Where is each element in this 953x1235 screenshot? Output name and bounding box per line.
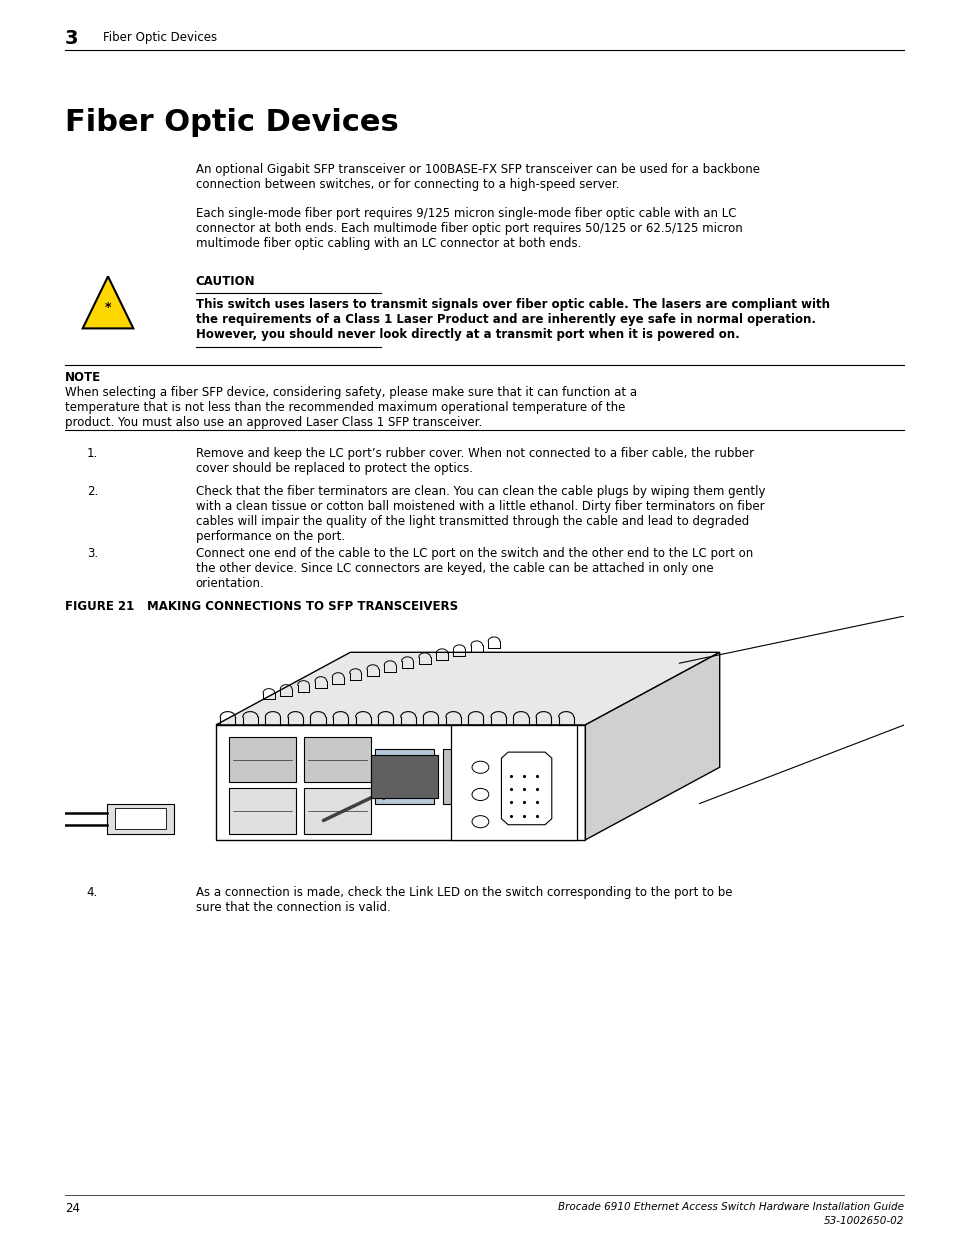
Polygon shape bbox=[501, 752, 551, 825]
Polygon shape bbox=[215, 725, 585, 840]
Bar bbox=[229, 737, 295, 783]
Polygon shape bbox=[585, 652, 719, 840]
Circle shape bbox=[472, 788, 488, 800]
Text: FIGURE 21: FIGURE 21 bbox=[65, 600, 134, 613]
Text: This switch uses lasers to transmit signals over fiber optic cable. The lasers a: This switch uses lasers to transmit sign… bbox=[195, 298, 829, 341]
Bar bbox=[107, 804, 173, 834]
Text: 3: 3 bbox=[65, 28, 78, 47]
Text: Brocade 6910 Ethernet Access Switch Hardware Installation Guide: Brocade 6910 Ethernet Access Switch Hard… bbox=[558, 1202, 903, 1212]
Polygon shape bbox=[215, 652, 719, 725]
Text: 3.: 3. bbox=[87, 547, 98, 559]
Bar bbox=[375, 750, 434, 804]
Text: 4.: 4. bbox=[87, 885, 98, 899]
Text: Each single-mode fiber port requires 9/125 micron single-mode fiber optic cable : Each single-mode fiber port requires 9/1… bbox=[195, 207, 741, 249]
Text: 53-1002650-02: 53-1002650-02 bbox=[823, 1216, 903, 1226]
Bar bbox=[304, 788, 371, 834]
Text: Remove and keep the LC port’s rubber cover. When not connected to a fiber cable,: Remove and keep the LC port’s rubber cov… bbox=[195, 447, 753, 475]
Bar bbox=[304, 737, 371, 783]
Text: MAKING CONNECTIONS TO SFP TRANSCEIVERS: MAKING CONNECTIONS TO SFP TRANSCEIVERS bbox=[147, 600, 457, 613]
Text: 1.: 1. bbox=[87, 447, 98, 459]
Text: *: * bbox=[105, 300, 112, 314]
Text: 24: 24 bbox=[65, 1202, 80, 1215]
Circle shape bbox=[472, 815, 488, 827]
Bar bbox=[451, 725, 577, 840]
Text: As a connection is made, check the Link LED on the switch corresponding to the p: As a connection is made, check the Link … bbox=[195, 885, 731, 914]
Bar bbox=[115, 809, 166, 829]
Text: 2.: 2. bbox=[87, 485, 98, 498]
Text: Fiber Optic Devices: Fiber Optic Devices bbox=[103, 32, 216, 44]
Text: When selecting a fiber SFP device, considering safety, please make sure that it : When selecting a fiber SFP device, consi… bbox=[65, 387, 637, 429]
Bar bbox=[442, 750, 493, 804]
Text: Connect one end of the cable to the LC port on the switch and the other end to t: Connect one end of the cable to the LC p… bbox=[195, 547, 752, 590]
Polygon shape bbox=[83, 277, 133, 329]
Text: An optional Gigabit SFP transceiver or 100BASE-FX SFP transceiver can be used fo: An optional Gigabit SFP transceiver or 1… bbox=[195, 163, 759, 191]
Bar bbox=[229, 788, 295, 834]
Bar bbox=[371, 755, 438, 798]
Text: CAUTION: CAUTION bbox=[195, 275, 254, 288]
Text: NOTE: NOTE bbox=[65, 370, 101, 384]
Circle shape bbox=[472, 761, 488, 773]
Text: Fiber Optic Devices: Fiber Optic Devices bbox=[65, 107, 398, 137]
Text: Check that the fiber terminators are clean. You can clean the cable plugs by wip: Check that the fiber terminators are cle… bbox=[195, 485, 764, 543]
